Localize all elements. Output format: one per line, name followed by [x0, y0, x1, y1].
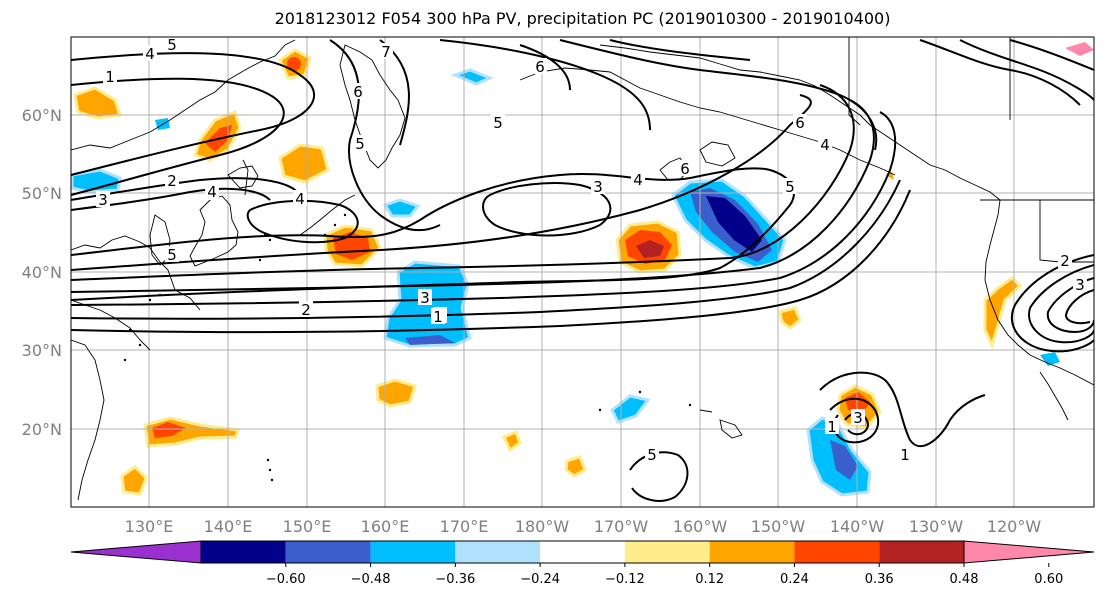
longitude-label: 140°E — [204, 517, 253, 536]
pv-contour-label: 4 — [207, 183, 217, 201]
precip-shading — [71, 42, 1094, 497]
longitude-label: 180°W — [515, 517, 570, 536]
precip-negative-max — [706, 196, 762, 252]
precip-negative-area — [382, 198, 421, 218]
colorbar-extend-low — [70, 540, 202, 564]
precip-negative-area — [71, 168, 122, 194]
colorbar-bin — [370, 541, 456, 563]
colorbar-bin — [285, 541, 371, 563]
pv-contour-label: 5 — [785, 178, 795, 196]
colorbar-tick-label: 0.36 — [865, 572, 894, 587]
map-frame — [70, 36, 1095, 508]
pv-contour-label: 4 — [295, 190, 305, 208]
pv-contour-label: 5 — [167, 246, 177, 264]
pv-contour-label: 6 — [795, 114, 805, 132]
longitude-label: 120°W — [987, 517, 1042, 536]
longitude-label: 130°W — [909, 517, 964, 536]
pv-contour-label: 3 — [593, 178, 603, 196]
pv-contour-label: 2 — [167, 172, 177, 190]
colorbar-bin — [794, 541, 880, 563]
pv-contour-label: 3 — [98, 191, 108, 209]
colorbar-bin — [879, 541, 964, 563]
colorbar-bin — [455, 541, 541, 563]
pv-contour-labels: 541467556654234544363452131123 — [96, 36, 1087, 464]
precip-negative-area-strong — [405, 335, 455, 345]
colorbar-tick-label: −0.48 — [351, 572, 391, 587]
pv-contour-label: 5 — [355, 135, 365, 153]
pv-contour-label: 3 — [1075, 276, 1085, 294]
lat-lon-grid — [71, 37, 1094, 507]
colorbar-tick-label: −0.60 — [266, 572, 306, 587]
longitude-label: 160°W — [673, 517, 728, 536]
pv-contour-label: 1 — [105, 68, 115, 86]
pv-contour-label: 5 — [647, 446, 657, 464]
precip-positive-area — [778, 306, 802, 330]
pv-contour-label: 7 — [381, 43, 391, 61]
map-area: 541467556654234544363452131123 — [71, 36, 1094, 507]
pv-contour-label: 5 — [493, 114, 503, 132]
longitude-label: 160°E — [361, 517, 410, 536]
coastlines — [71, 37, 1094, 501]
pv-contour-label: 5 — [167, 36, 177, 54]
colorbar-bin — [624, 541, 710, 563]
latitude-label: 30°N — [22, 341, 62, 360]
colorbar-tick-label: −0.24 — [520, 572, 560, 587]
colorbar-bin — [201, 541, 286, 563]
colorbar: −0.60 −0.48 −0.36 −0.24 −0.12 0.12 0.24 0.36 0.4… — [70, 540, 1095, 587]
precip-positive-area — [501, 430, 522, 453]
colorbar-extend-high — [963, 540, 1095, 564]
pv-contour-label: 6 — [535, 58, 545, 76]
pv-contour-label: 1 — [900, 446, 910, 464]
longitude-labels: 130°E 140°E 150°E 160°E 170°E 180°W 170°W 160°W… — [125, 517, 1042, 536]
pv-contour-label: 1 — [827, 418, 837, 436]
colorbar-tick-label: 0.12 — [695, 572, 724, 587]
latitude-label: 40°N — [22, 263, 62, 282]
pv-contour-label: 1 — [433, 308, 443, 326]
precip-positive-max — [636, 240, 664, 258]
pv-contour-label: 6 — [680, 160, 690, 178]
precip-positive-area — [278, 143, 330, 184]
figure-title: 2018123012 F054 300 hPa PV, precipitatio… — [274, 9, 891, 28]
colorbar-tick-label: −0.12 — [605, 572, 645, 587]
pv-contour-label: 3 — [420, 289, 430, 307]
precip-positive-core — [152, 422, 186, 438]
colorbar-tick-label: 0.24 — [780, 572, 809, 587]
pv-contour-label: 2 — [1060, 252, 1070, 270]
colorbar-bin — [540, 541, 625, 563]
longitude-label: 170°E — [440, 517, 489, 536]
precip-positive-core — [287, 57, 301, 71]
precip-positive-area — [1065, 42, 1094, 56]
precip-positive-area — [564, 455, 587, 478]
pv-contour-label: 4 — [633, 171, 643, 189]
longitude-label: 150°E — [283, 517, 332, 536]
latitude-labels: 60°N 50°N 40°N 30°N 20°N — [22, 106, 62, 439]
precip-negative-area-strong — [830, 440, 858, 480]
precip-positive-area — [375, 378, 417, 408]
pv-contours — [71, 39, 1094, 502]
longitude-label: 130°E — [125, 517, 174, 536]
latitude-label: 60°N — [22, 106, 62, 125]
precip-positive-area — [120, 465, 148, 496]
pv-contour-label: 6 — [353, 83, 363, 101]
latitude-label: 50°N — [22, 184, 62, 203]
colorbar-tick-label: 0.48 — [950, 572, 979, 587]
pv-contour-label: 2 — [301, 301, 311, 319]
colorbar-tick-label: 0.60 — [1034, 572, 1063, 587]
pv-contour-label: 3 — [853, 409, 863, 427]
pv-contour-label: 4 — [820, 136, 830, 154]
pv-contour-label: 4 — [145, 45, 155, 63]
latitude-label: 20°N — [22, 420, 62, 439]
precip-positive-area — [983, 276, 1023, 350]
small-islands — [123, 213, 692, 482]
colorbar-tick-label: −0.36 — [435, 572, 475, 587]
longitude-label: 170°W — [594, 517, 649, 536]
colorbar-bin — [709, 541, 795, 563]
longitude-label: 150°W — [751, 517, 806, 536]
precip-negative-area — [1040, 352, 1060, 366]
longitude-label: 140°W — [830, 517, 885, 536]
